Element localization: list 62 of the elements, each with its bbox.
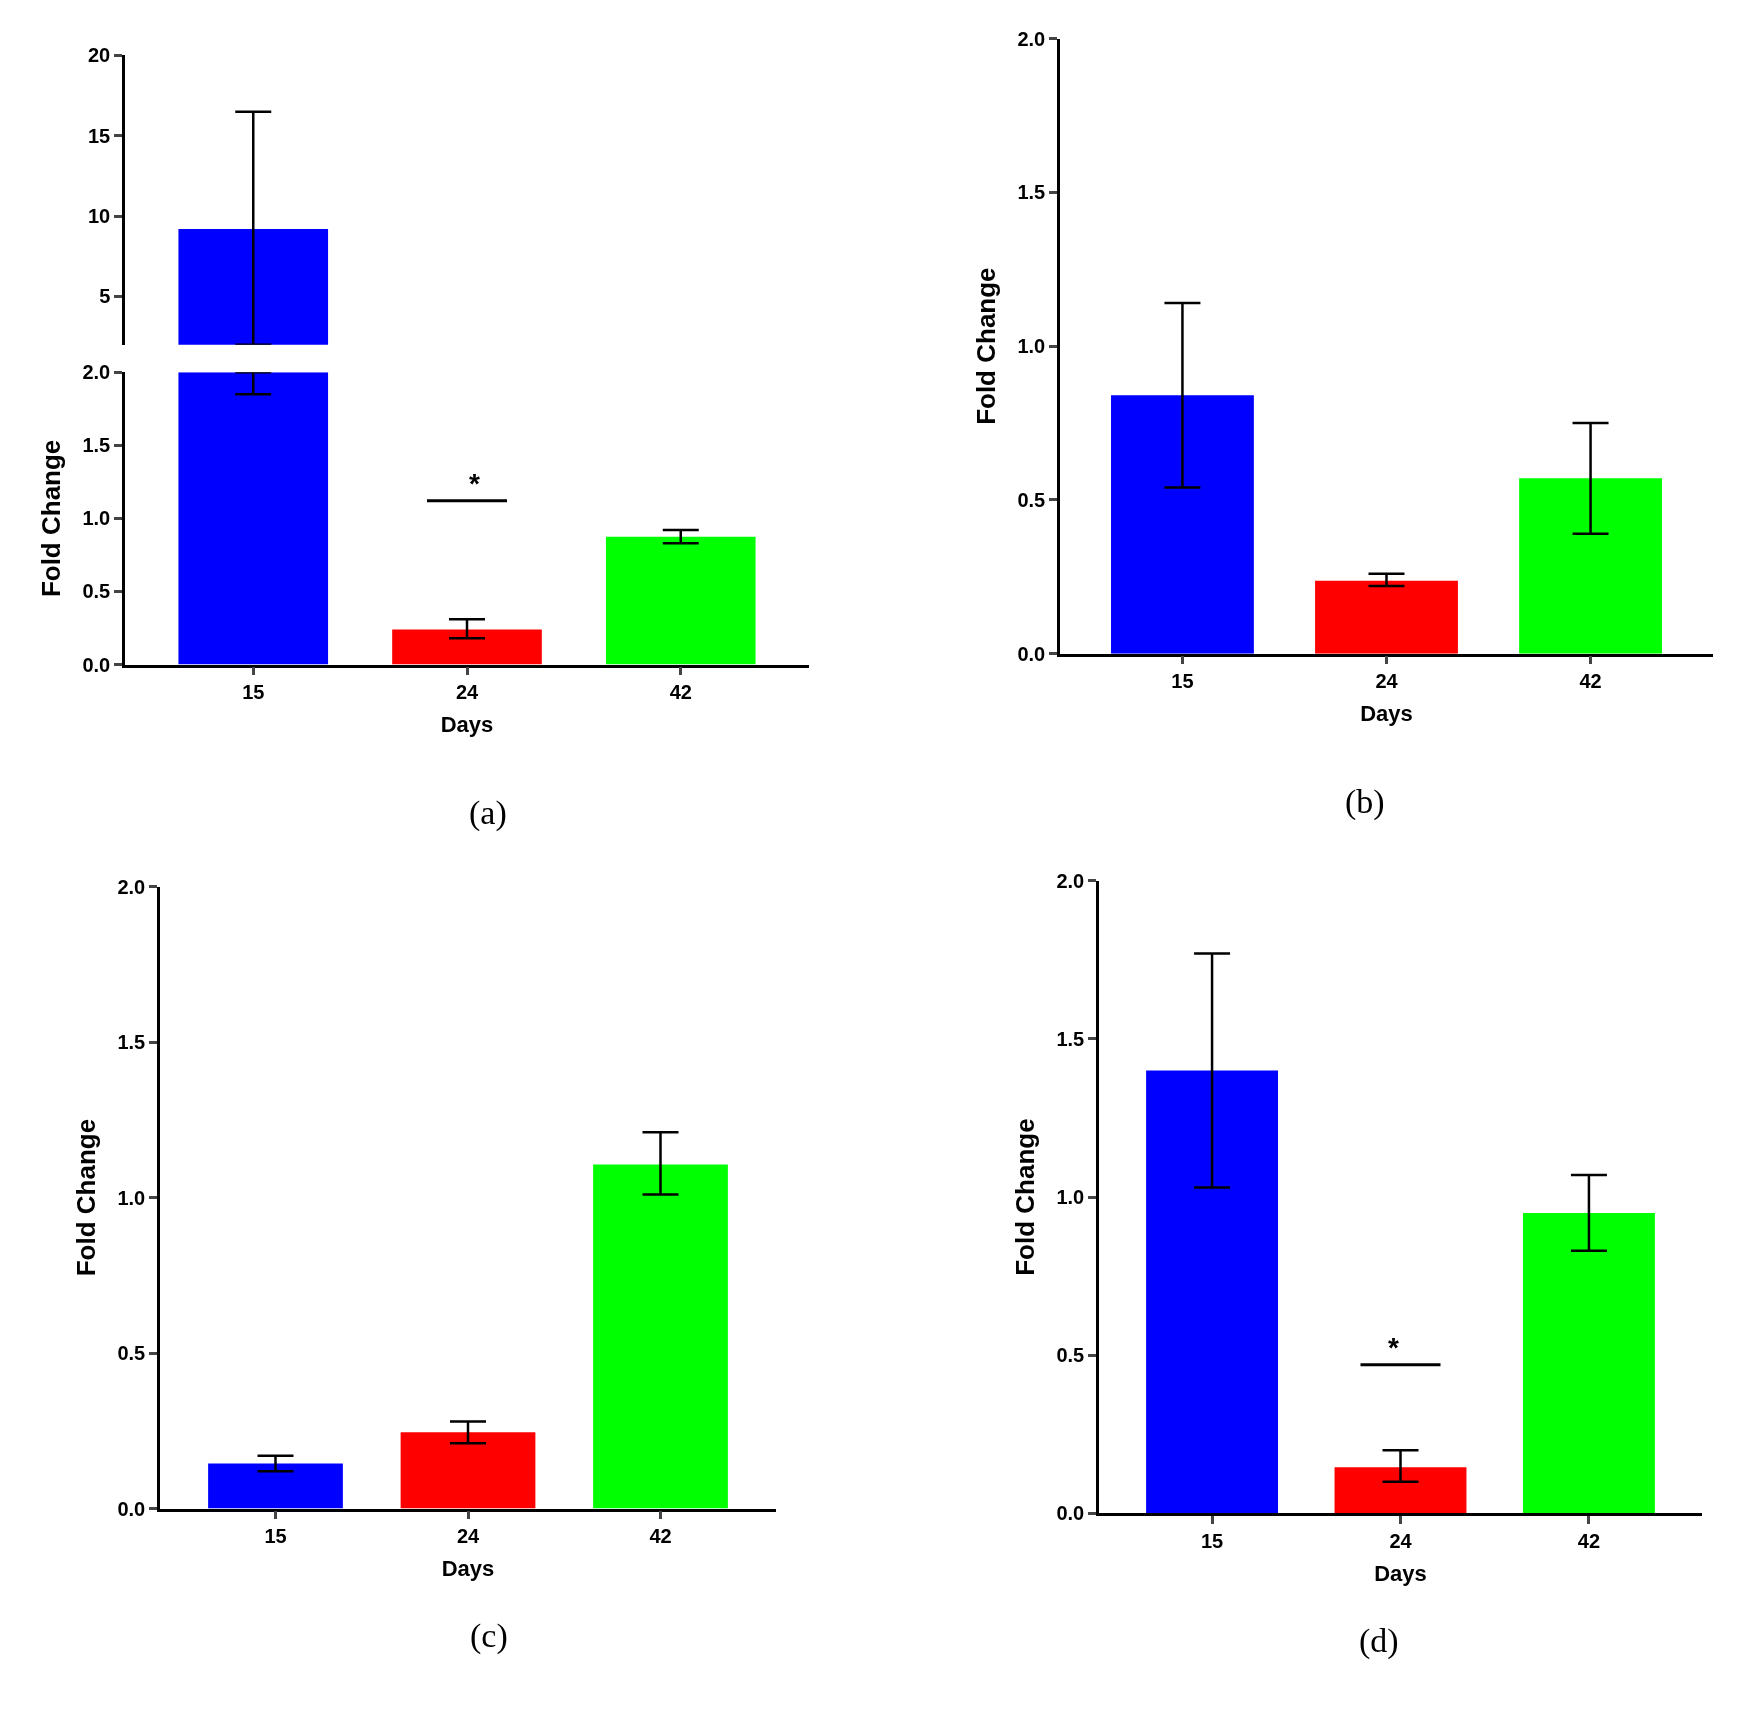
- x-tick-label: 42: [649, 1525, 672, 1548]
- bar: [1111, 395, 1254, 654]
- y-tick-label: 2.0: [1056, 869, 1085, 892]
- y-tick-label: 0.0: [1056, 1502, 1085, 1525]
- x-tick-label: 24: [1375, 670, 1399, 693]
- y-tick-label: 15: [88, 124, 111, 147]
- y-tick-label: 1.5: [82, 434, 111, 457]
- x-axis-title: Days: [440, 712, 494, 738]
- y-tick-label: 1.5: [117, 1031, 146, 1054]
- bar: [208, 1463, 343, 1509]
- y-tick-label: 1.0: [117, 1186, 146, 1209]
- x-tick-label: 15: [1200, 1530, 1224, 1553]
- bar: [1519, 478, 1662, 654]
- annotation: *: [469, 468, 480, 499]
- x-tick-label: 15: [264, 1525, 287, 1548]
- text: (c): [470, 1617, 508, 1655]
- bar: [1315, 580, 1458, 654]
- y-tick-label: 5: [99, 285, 111, 308]
- y-axis-title: Fold Change: [970, 267, 1001, 425]
- y-tick-label: 1.0: [1017, 335, 1046, 358]
- text: (a): [469, 794, 507, 832]
- bar: [1334, 1467, 1467, 1514]
- y-tick-label: 0.5: [1017, 488, 1046, 511]
- y-tick-label: 0.5: [82, 580, 111, 603]
- x-tick-label: 24: [455, 681, 479, 704]
- y-tick-label: 1.0: [82, 507, 111, 530]
- x-tick-label: 24: [456, 1525, 480, 1548]
- y-axis-title: Fold Change: [70, 1118, 101, 1277]
- x-tick-label: 24: [1389, 1530, 1413, 1553]
- text: (d): [1359, 1622, 1399, 1660]
- y-axis-title: Fold Change: [1009, 1118, 1040, 1276]
- y-tick-label: 0.5: [1056, 1344, 1085, 1367]
- x-tick-label: 42: [1579, 670, 1602, 693]
- y-tick-label: 1.0: [1056, 1186, 1085, 1209]
- x-axis-title: Days: [1374, 1561, 1427, 1587]
- x-tick-label: 42: [1577, 1530, 1601, 1553]
- y-tick-label: 1.5: [1056, 1027, 1085, 1050]
- x-tick-label: 42: [669, 681, 692, 704]
- text: (b): [1345, 783, 1385, 821]
- annotation: *: [1388, 1332, 1399, 1363]
- y-tick-label: 10: [88, 205, 111, 228]
- y-tick-label: 2.0: [117, 875, 146, 898]
- y-tick-label: 0.0: [117, 1497, 146, 1520]
- bar: [593, 1164, 728, 1509]
- bar: [1522, 1212, 1655, 1514]
- y-tick-label: 0.5: [117, 1342, 146, 1365]
- x-axis-title: Days: [1360, 701, 1413, 727]
- y-tick-label: 20: [88, 44, 111, 67]
- bar: [1146, 1070, 1279, 1514]
- bar: [392, 629, 542, 665]
- y-tick-label: 0.0: [1017, 642, 1046, 665]
- x-tick-label: 15: [1171, 670, 1194, 693]
- bar: [605, 536, 756, 665]
- y-tick-label: 2.0: [1017, 27, 1046, 50]
- bar: [178, 372, 329, 665]
- y-tick-label: 2.0: [82, 361, 111, 384]
- y-axis-title: Fold Change: [35, 439, 66, 598]
- y-tick-label: 1.5: [1017, 181, 1046, 204]
- bar: [400, 1432, 536, 1509]
- x-tick-label: 15: [242, 681, 265, 704]
- x-axis-title: Days: [441, 1556, 495, 1582]
- y-tick-label: 0.0: [82, 653, 111, 676]
